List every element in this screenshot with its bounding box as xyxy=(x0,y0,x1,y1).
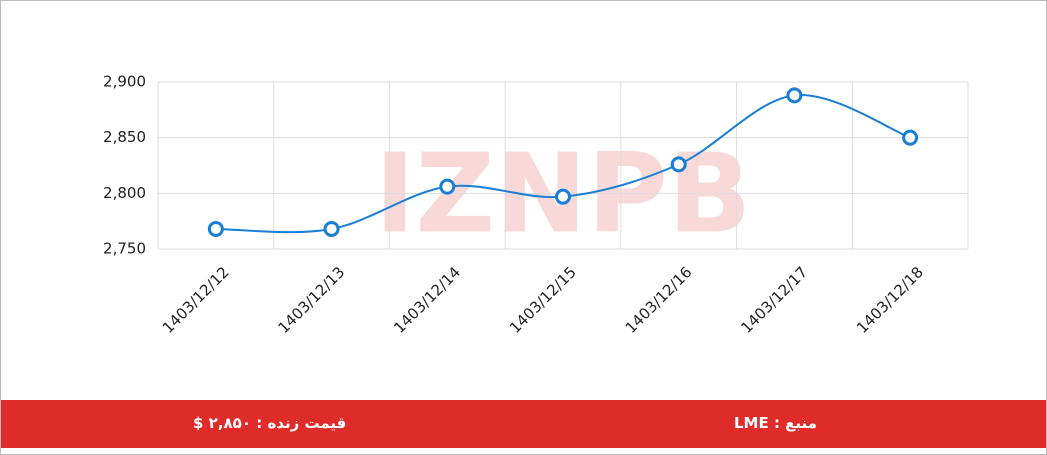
point xyxy=(555,188,571,205)
x-tick-label: 1403/12/14 xyxy=(390,263,464,337)
x-tick-label: 1403/12/18 xyxy=(853,263,927,337)
x-tick-label: 1403/12/16 xyxy=(622,263,696,337)
point xyxy=(670,156,687,173)
point xyxy=(323,220,340,237)
y-tick-label: 2,850 xyxy=(103,128,146,146)
point xyxy=(902,129,919,146)
x-tick-label: 1403/12/17 xyxy=(737,263,811,337)
footer-bar: قیمت زنده : ۲,۸۵۰ $ منبع : LME xyxy=(1,400,1046,448)
x-tick-label: 1403/12/13 xyxy=(275,263,349,337)
point xyxy=(439,178,456,195)
y-tick-label: 2,750 xyxy=(103,240,146,258)
point xyxy=(207,220,224,237)
x-tick-label: 1403/12/12 xyxy=(159,263,233,337)
y-tick-label: 2,800 xyxy=(103,184,146,202)
point xyxy=(786,87,803,104)
live-price: قیمت زنده : ۲,۸۵۰ $ xyxy=(193,414,347,432)
x-tick-label: 1403/12/15 xyxy=(506,263,580,337)
y-tick-label: 2,900 xyxy=(103,73,146,91)
source: منبع : LME xyxy=(734,414,817,432)
